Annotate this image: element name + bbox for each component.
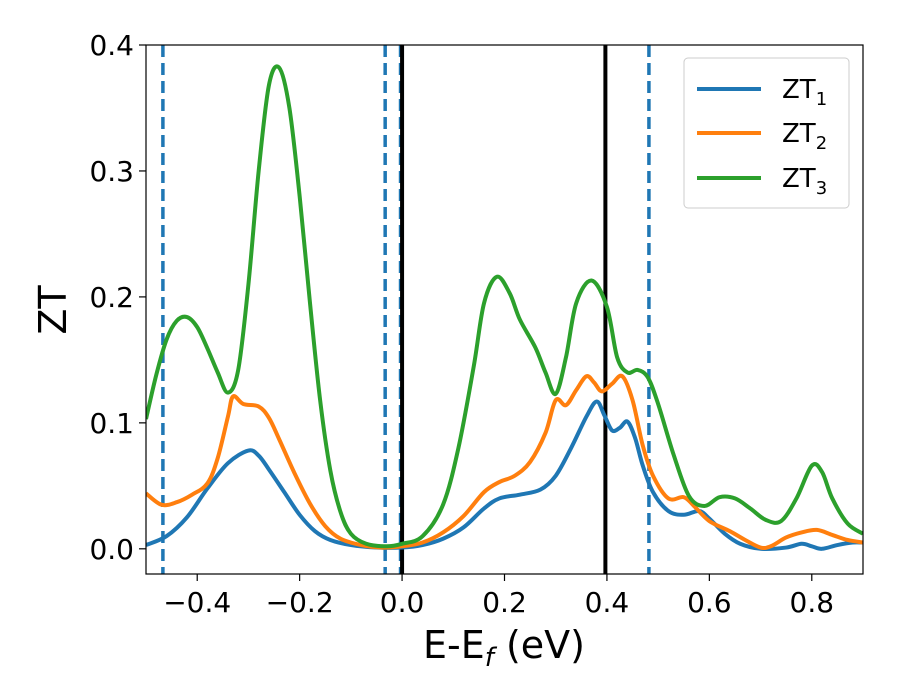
legend-label-zt2: ZT2	[782, 119, 827, 154]
legend: ZT1 ZT2 ZT3	[683, 57, 850, 209]
series-layer	[146, 64, 863, 551]
x-tick-label: 0.6	[687, 586, 732, 619]
y-tick-label: 0.4	[89, 29, 134, 62]
x-tick-label: 0.8	[790, 586, 835, 619]
x-tick-label: 0.2	[482, 586, 527, 619]
legend-box	[683, 57, 850, 209]
series-line-zt3	[146, 64, 863, 549]
series-line-zt1	[146, 399, 863, 551]
legend-label-zt3: ZT3	[782, 164, 827, 199]
y-tick-label: 0.2	[89, 281, 134, 314]
y-tick-label: 0.3	[89, 155, 134, 188]
legend-label-zt1: ZT1	[782, 75, 827, 110]
y-tick-label: 0.1	[89, 407, 134, 440]
x-tick-label: 0.0	[380, 586, 425, 619]
x-axis-label: E-Ef (eV)	[423, 623, 585, 673]
y-axis: 0.0 0.1 0.2 0.3 0.4	[89, 29, 146, 566]
y-tick-label: 0.0	[89, 533, 134, 566]
y-axis-label: ZT	[31, 285, 75, 335]
x-tick-label: −0.4	[163, 586, 231, 619]
x-axis: −0.4 −0.2 0.0 0.2 0.4 0.6 0.8	[163, 574, 834, 619]
series-line-zt2	[146, 373, 863, 551]
x-tick-label: −0.2	[266, 586, 334, 619]
x-tick-label: 0.4	[585, 586, 630, 619]
